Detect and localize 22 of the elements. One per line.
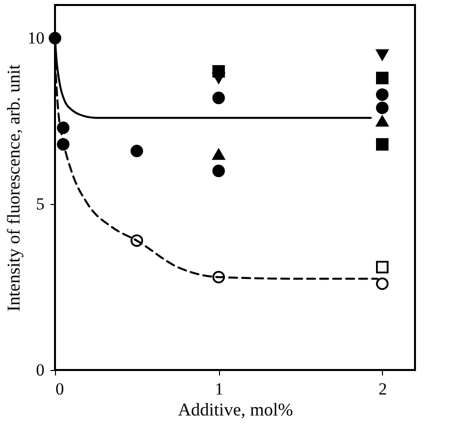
point: [376, 260, 389, 274]
y-tick-label: 0: [36, 360, 44, 380]
point: [376, 116, 389, 127]
point: [212, 164, 225, 178]
point: [376, 102, 389, 114]
y-tick-label: 5: [36, 194, 44, 214]
y-axis-title: Intensity of fluorescence, arb. unit: [4, 64, 24, 312]
x-tick-label: 1: [214, 380, 224, 398]
point: [376, 49, 389, 60]
point: [212, 148, 225, 160]
x-tick-label: 2: [378, 380, 388, 398]
x-axis-title: Additive, mol%: [178, 400, 293, 420]
point: [48, 32, 62, 44]
point: [212, 92, 225, 104]
point: [376, 138, 389, 151]
point: [376, 277, 389, 290]
y-tick-label: 10: [28, 28, 44, 48]
point: [376, 72, 389, 84]
point: [376, 88, 389, 101]
point: [130, 144, 144, 158]
point: [212, 72, 225, 84]
x-tick-label: 0: [56, 380, 64, 398]
